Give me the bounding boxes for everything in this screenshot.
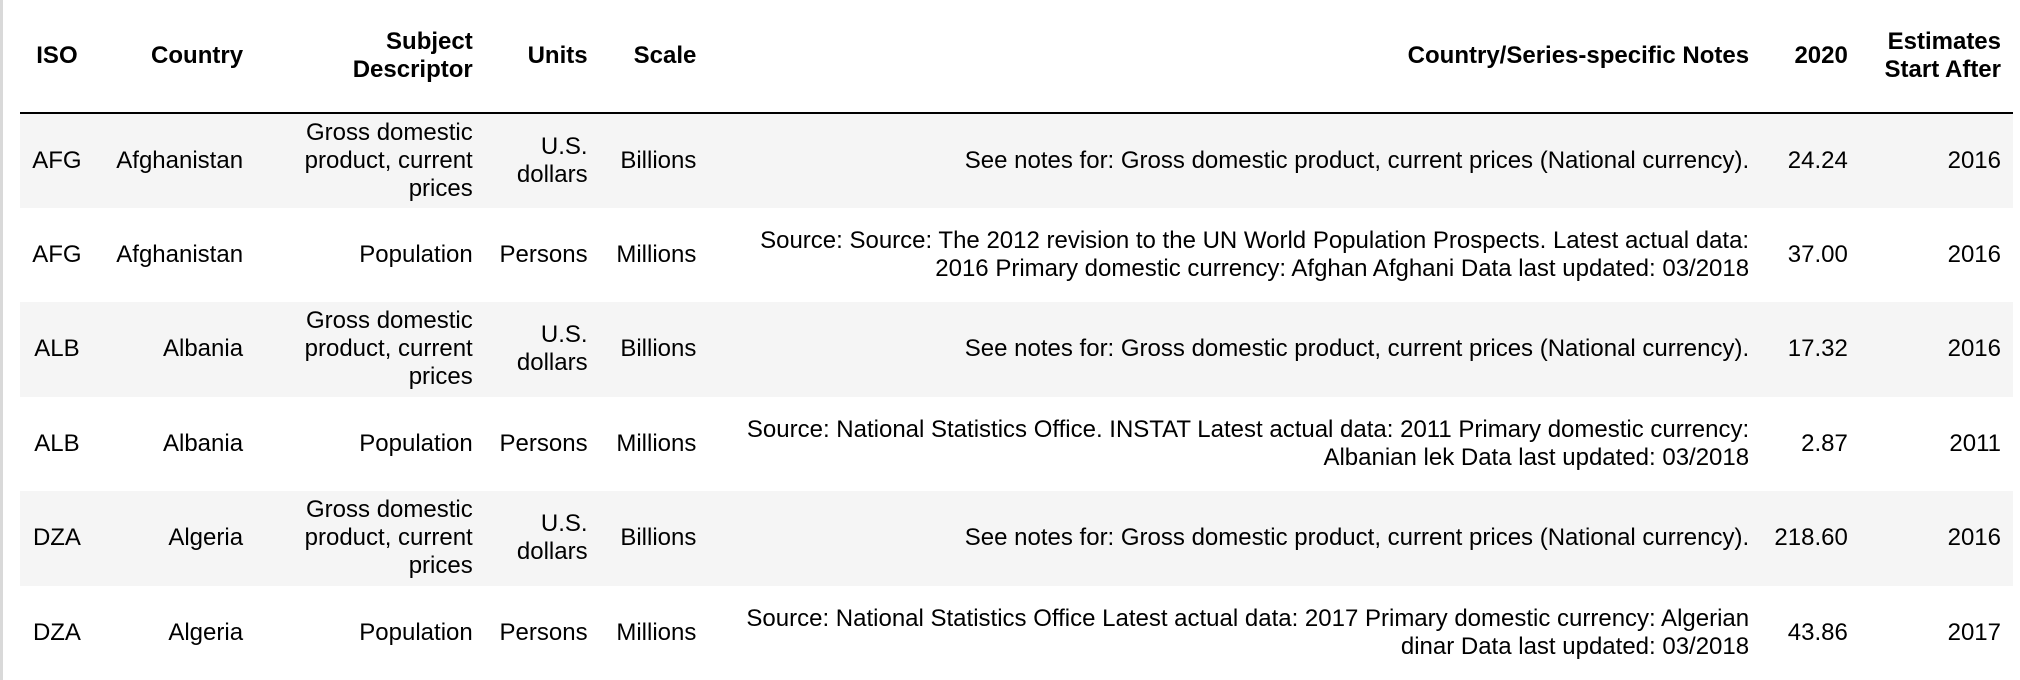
cell-estimates-start-after: 2016 (1859, 302, 2013, 397)
header-country: Country (93, 0, 256, 114)
cell-estimates-start-after: 2016 (1859, 113, 2013, 208)
cell-iso: DZA (20, 491, 94, 586)
table-row: DZA Algeria Population Persons Millions … (20, 585, 2013, 680)
cell-units: Persons (484, 207, 600, 302)
cell-iso: DZA (20, 585, 94, 680)
cell-notes: Source: National Statistics Office. INST… (708, 396, 1762, 491)
cell-estimates-start-after: 2011 (1859, 396, 2013, 491)
header-units: Units (484, 0, 600, 114)
header-subject-descriptor: Subject Descriptor (255, 0, 485, 114)
cell-subject-descriptor: Gross domestic product, current prices (255, 302, 485, 397)
cell-notes: See notes for: Gross domestic product, c… (708, 113, 1762, 208)
cell-2020: 218.60 (1761, 491, 1860, 586)
cell-iso: AFG (20, 113, 94, 208)
table-row: ALB Albania Population Persons Millions … (20, 396, 2013, 491)
cell-estimates-start-after: 2016 (1859, 491, 2013, 586)
header-scale: Scale (599, 0, 709, 114)
cell-2020: 17.32 (1761, 302, 1860, 397)
cell-subject-descriptor: Population (255, 207, 485, 302)
cell-country: Afghanistan (93, 113, 256, 208)
table-header: ISO Country Subject Descriptor Units Sca… (20, 0, 2013, 114)
cell-notes: Source: National Statistics Office Lates… (708, 585, 1762, 680)
table-row: AFG Afghanistan Gross domestic product, … (20, 113, 2013, 208)
cell-estimates-start-after: 2016 (1859, 207, 2013, 302)
table-row: DZA Algeria Gross domestic product, curr… (20, 491, 2013, 586)
cell-2020: 37.00 (1761, 207, 1860, 302)
cell-units: Persons (484, 396, 600, 491)
cell-scale: Millions (599, 396, 709, 491)
cell-country: Albania (93, 302, 256, 397)
cell-2020: 43.86 (1761, 585, 1860, 680)
cell-notes: See notes for: Gross domestic product, c… (708, 302, 1762, 397)
cell-units: U.S. dollars (484, 113, 600, 208)
cell-subject-descriptor: Population (255, 396, 485, 491)
table-body: AFG Afghanistan Gross domestic product, … (20, 113, 2013, 680)
cell-scale: Millions (599, 207, 709, 302)
cell-subject-descriptor: Gross domestic product, current prices (255, 491, 485, 586)
cell-iso: AFG (20, 207, 94, 302)
cell-2020: 2.87 (1761, 396, 1860, 491)
table-row: ALB Albania Gross domestic product, curr… (20, 302, 2013, 397)
cell-units: U.S. dollars (484, 491, 600, 586)
cell-iso: ALB (20, 302, 94, 397)
cell-subject-descriptor: Population (255, 585, 485, 680)
data-table: ISO Country Subject Descriptor Units Sca… (20, 0, 2013, 680)
cell-country: Algeria (93, 585, 256, 680)
cell-2020: 24.24 (1761, 113, 1860, 208)
cell-notes: Source: Source: The 2012 revision to the… (708, 207, 1762, 302)
cell-notes: See notes for: Gross domestic product, c… (708, 491, 1762, 586)
cell-country: Afghanistan (93, 207, 256, 302)
cell-scale: Billions (599, 113, 709, 208)
header-iso: ISO (20, 0, 94, 114)
header-estimates-start-after: Estimates Start After (1859, 0, 2013, 114)
cell-units: U.S. dollars (484, 302, 600, 397)
cell-scale: Millions (599, 585, 709, 680)
cell-iso: ALB (20, 396, 94, 491)
cell-units: Persons (484, 585, 600, 680)
table-row: AFG Afghanistan Population Persons Milli… (20, 207, 2013, 302)
cell-subject-descriptor: Gross domestic product, current prices (255, 113, 485, 208)
cell-country: Albania (93, 396, 256, 491)
cell-scale: Billions (599, 302, 709, 397)
cell-estimates-start-after: 2017 (1859, 585, 2013, 680)
cell-country: Algeria (93, 491, 256, 586)
header-2020: 2020 (1761, 0, 1860, 114)
header-notes: Country/Series-specific Notes (708, 0, 1762, 114)
cell-scale: Billions (599, 491, 709, 586)
header-row: ISO Country Subject Descriptor Units Sca… (20, 0, 2013, 114)
